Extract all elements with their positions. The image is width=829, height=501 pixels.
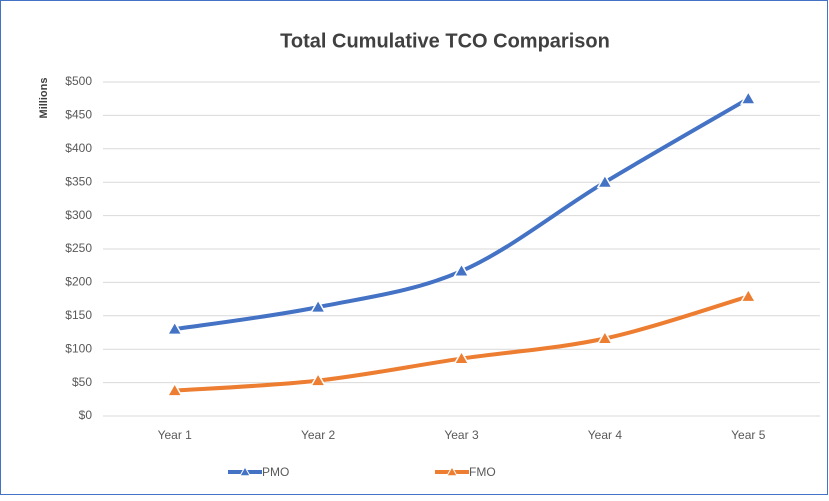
y-tick-label: $350 — [65, 174, 92, 188]
y-tick-label: $450 — [65, 108, 92, 122]
chart-title: Total Cumulative TCO Comparison — [280, 30, 610, 52]
x-tick-label: Year 4 — [588, 428, 623, 442]
legend-label: FMO — [469, 465, 496, 479]
y-tick-label: $150 — [65, 308, 92, 322]
point-marker — [453, 350, 470, 365]
y-tick-label: $50 — [72, 375, 92, 389]
legend-marker — [446, 465, 458, 477]
x-tick-label: Year 5 — [731, 428, 766, 442]
x-tick-label: Year 2 — [301, 428, 336, 442]
y-tick-label: $500 — [65, 74, 92, 88]
y-tick-label: $0 — [79, 408, 93, 422]
x-tick-label: Year 1 — [158, 428, 193, 442]
point-marker — [596, 330, 614, 345]
point-marker — [453, 262, 470, 278]
point-marker — [740, 90, 757, 105]
point-marker — [166, 320, 183, 336]
y-axis-label: Millions — [38, 78, 50, 119]
legend-marker — [239, 465, 251, 477]
point-marker — [309, 372, 327, 387]
x-tick-label: Year 3 — [444, 428, 479, 442]
point-marker — [596, 173, 614, 189]
point-marker — [309, 298, 327, 314]
point-marker — [166, 382, 183, 397]
legend-label: PMO — [262, 465, 289, 479]
y-tick-label: $400 — [65, 141, 92, 155]
y-tick-label: $250 — [65, 241, 92, 255]
y-tick-label: $100 — [65, 341, 92, 355]
y-tick-label: $300 — [65, 208, 92, 222]
point-marker — [740, 287, 757, 303]
y-tick-label: $200 — [65, 275, 92, 289]
